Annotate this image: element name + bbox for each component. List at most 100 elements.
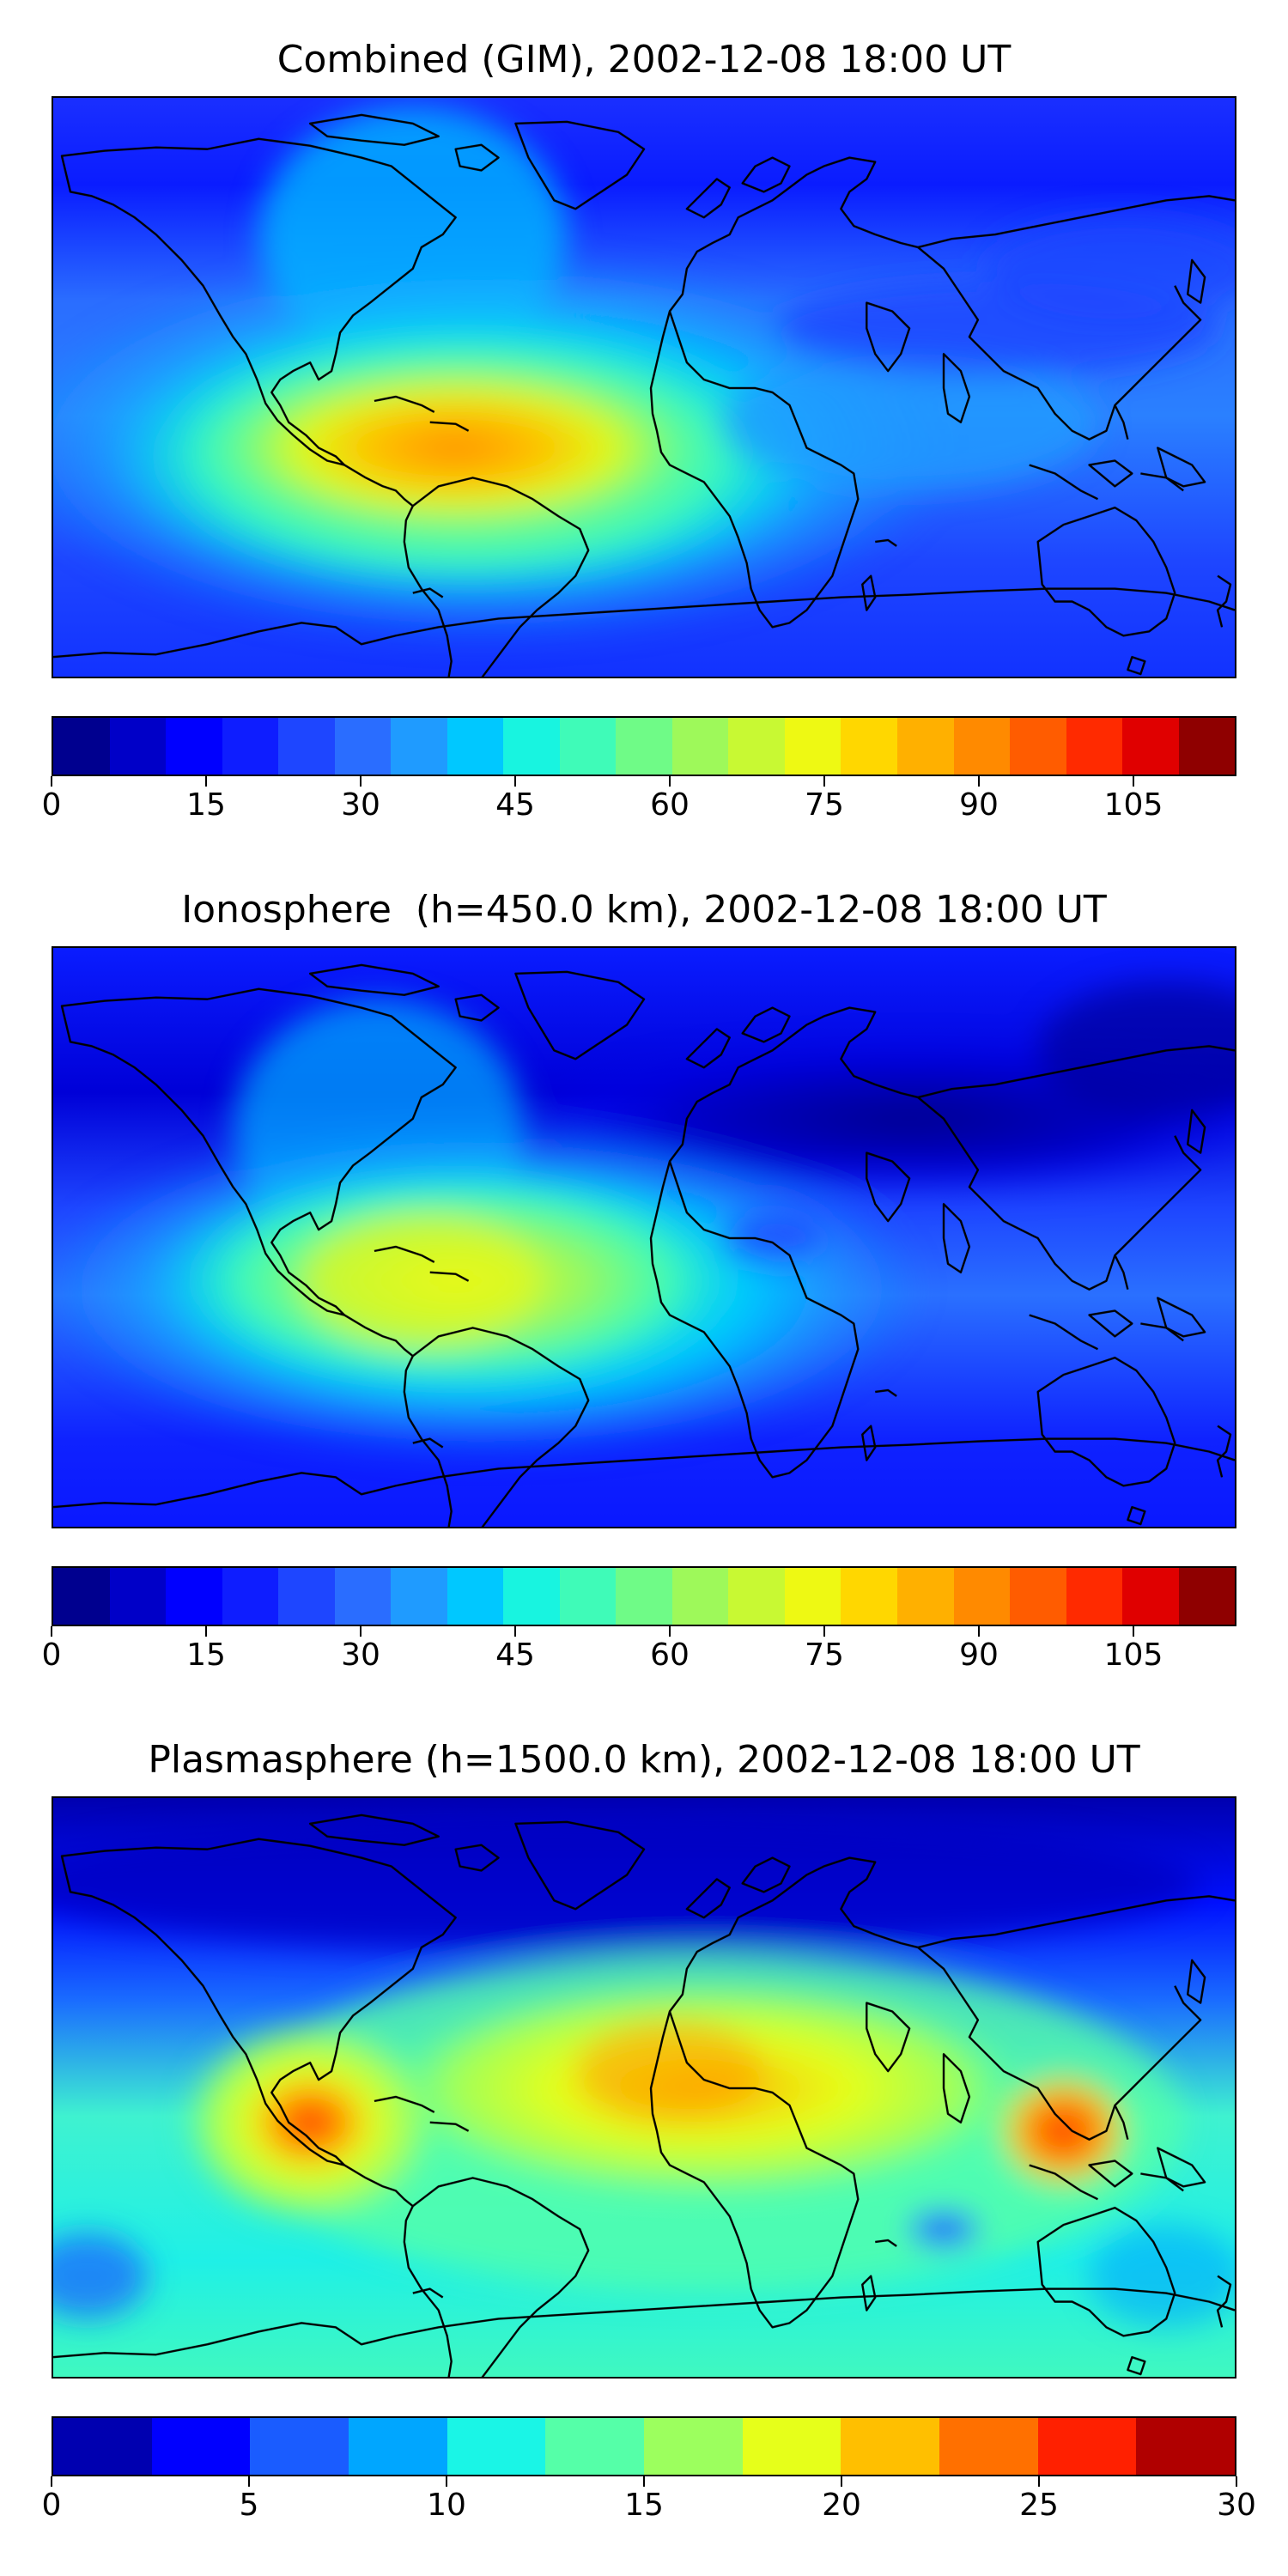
tick-mark	[669, 776, 671, 787]
tick-label: 15	[186, 1637, 226, 1673]
tick-label: 15	[624, 2488, 664, 2523]
colorbar-segment	[53, 718, 110, 775]
colorbar-segment	[250, 2418, 349, 2475]
tick-mark	[248, 2476, 250, 2487]
tick-mark	[51, 2476, 52, 2487]
panel-title-plasmasphere: Plasmasphere (h=1500.0 km), 2002-12-08 1…	[148, 1738, 1140, 1782]
tick-mark	[643, 2476, 645, 2487]
colorbar-segment	[616, 1568, 672, 1625]
colorbar-segment	[334, 1568, 392, 1625]
tick-label: 0	[41, 1637, 62, 1673]
colorbar-segment	[559, 1568, 617, 1625]
colorbar-segment	[939, 2418, 1038, 2475]
tick-mark	[669, 1626, 671, 1637]
colorbar-segment	[447, 2418, 546, 2475]
colorbar-ticks-ionosphere: 0 15 30 45 60 75 90 105	[42, 1626, 1236, 1673]
tick-mark	[360, 1626, 361, 1637]
tick-label: 75	[805, 787, 844, 823]
colorbar-ticks-combined: 0 15 30 45 60 75 90 105	[42, 776, 1236, 823]
colorbar-segment	[109, 718, 167, 775]
map-combined	[52, 96, 1236, 678]
colorbar-segment	[278, 718, 335, 775]
tick-label: 15	[186, 787, 226, 823]
colorbar-segment	[503, 1568, 560, 1625]
tick-label: 5	[239, 2488, 259, 2523]
colorbar-segment	[545, 2418, 645, 2475]
colorbar-combined	[52, 716, 1236, 776]
map-ionosphere	[52, 946, 1236, 1528]
colorbar-segment	[109, 1568, 167, 1625]
colorbar-segment	[896, 718, 954, 775]
tick-mark	[51, 776, 52, 787]
tick-label: 60	[650, 1637, 690, 1673]
tick-label: 20	[822, 2488, 861, 2523]
colorbar-segment	[1037, 2418, 1137, 2475]
colorbar-ionosphere	[52, 1566, 1236, 1626]
colorbar-segment	[728, 718, 785, 775]
colorbar-plasmasphere	[52, 2416, 1236, 2476]
tick-mark	[823, 776, 825, 787]
tick-mark	[1133, 1626, 1134, 1637]
colorbar-segment	[644, 2418, 743, 2475]
colorbar-ticks-plasmasphere: 0 5 10 15 20 25 30	[42, 2476, 1256, 2523]
colorbar-segment	[1178, 1568, 1236, 1625]
colorbar-segment	[503, 718, 560, 775]
tick-mark	[360, 776, 361, 787]
tick-label: 30	[1217, 2488, 1256, 2523]
colorbar-segment	[447, 1568, 504, 1625]
colorbar-segment	[784, 718, 841, 775]
tick-label: 30	[341, 787, 380, 823]
tick-label: 0	[41, 787, 62, 823]
colorbar-segment	[391, 718, 447, 775]
colorbar-segment	[222, 718, 279, 775]
tick-label: 0	[41, 2488, 62, 2523]
colorbar-segment	[841, 1568, 897, 1625]
colorbar-segment	[841, 2418, 940, 2475]
colorbar-segment	[1122, 1568, 1179, 1625]
colorbar-segment	[1066, 718, 1123, 775]
colorbar-segment	[53, 1568, 110, 1625]
tick-label: 60	[650, 787, 690, 823]
tick-mark	[1133, 776, 1134, 787]
tick-label: 10	[427, 2488, 466, 2523]
colorbar-segment	[616, 718, 672, 775]
colorbar-segment	[166, 1568, 222, 1625]
tick-mark	[978, 776, 980, 787]
colorbar-segment	[447, 718, 504, 775]
colorbar-segment	[896, 1568, 954, 1625]
colorbar-segment	[349, 2418, 447, 2475]
tick-mark	[823, 1626, 825, 1637]
tick-label: 45	[495, 1637, 535, 1673]
panel-title-combined: Combined (GIM), 2002-12-08 18:00 UT	[276, 38, 1012, 82]
colorbar-segment	[53, 2418, 152, 2475]
colorbar-segment	[151, 2418, 251, 2475]
colorbar-segment	[742, 2418, 841, 2475]
colorbar-segment	[784, 1568, 841, 1625]
colorbar-segment	[1136, 2418, 1236, 2475]
colorbar-segment	[728, 1568, 785, 1625]
colorbar-segment	[1010, 718, 1066, 775]
tick-label: 45	[495, 787, 535, 823]
tick-label: 25	[1019, 2488, 1059, 2523]
map-plasmasphere	[52, 1796, 1236, 2379]
tick-label: 90	[959, 1637, 999, 1673]
colorbar-segment	[1122, 718, 1179, 775]
colorbar-segment	[953, 718, 1011, 775]
tick-mark	[205, 1626, 207, 1637]
tick-mark	[205, 776, 207, 787]
colorbar-segment	[334, 718, 392, 775]
colorbar-segment	[671, 718, 729, 775]
panel-title-ionosphere: Ionosphere (h=450.0 km), 2002-12-08 18:0…	[181, 888, 1107, 932]
colorbar-segment	[1010, 1568, 1066, 1625]
tick-mark	[51, 1626, 52, 1637]
tick-label: 30	[341, 1637, 380, 1673]
tick-mark	[1236, 2476, 1237, 2487]
colorbar-segment	[671, 1568, 729, 1625]
tick-label: 105	[1103, 787, 1163, 823]
tick-label: 75	[805, 1637, 844, 1673]
colorbar-segment	[841, 718, 897, 775]
tick-mark	[978, 1626, 980, 1637]
tick-mark	[841, 2476, 842, 2487]
colorbar-segment	[278, 1568, 335, 1625]
colorbar-segment	[222, 1568, 279, 1625]
